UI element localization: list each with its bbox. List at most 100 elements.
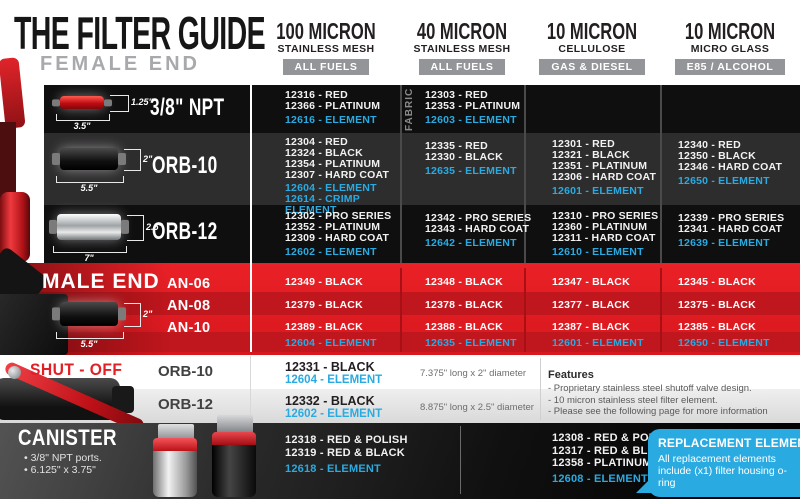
part-number: 12377 - BLACK	[552, 299, 630, 311]
part-numbers: 12304 - RED 12324 - BLACK 12354 - PLATIN…	[285, 136, 390, 181]
dim-width-label: 5.5"	[80, 339, 98, 349]
element-number: 12602 - ELEMENT	[285, 408, 383, 420]
part-number: 12331 - BLACK	[285, 360, 375, 374]
fuel-badge: ALL FUELS	[418, 59, 506, 75]
row-bg-npt	[44, 85, 800, 133]
features-block: Features - Proprietary stainless steel s…	[548, 369, 788, 418]
page-title: THE FILTER GUIDE	[14, 7, 266, 59]
dim-height-label: 2"	[143, 309, 153, 319]
part-numbers: 12302 - PRO SERIES 12352 - PLATINUM 1230…	[285, 210, 392, 244]
part-number: 12388 - BLACK	[425, 321, 503, 333]
element-numbers: 12618 - ELEMENT	[285, 463, 381, 475]
divider	[660, 85, 662, 263]
replacement-body: All replacement elements include (x1) fi…	[658, 453, 787, 489]
row-label-orb10: ORB-10	[152, 152, 218, 179]
element-number: 12601 - ELEMENT	[552, 337, 644, 349]
row-bg-orb12	[44, 205, 800, 263]
column-header-10-micron-cellulose: 10 MICRON CELLULOSE GAS & DIESEL	[512, 20, 672, 75]
element-numbers: 12635 - ELEMENT	[425, 165, 517, 177]
column-header-100-micron: 100 MICRON STAINLESS MESH ALL FUELS	[246, 20, 406, 75]
parts-cell: 12302 - PRO SERIES 12352 - PLATINUM 1230…	[285, 211, 413, 258]
size-note: 8.875" long x 2.5" diameter	[420, 402, 534, 413]
parts-cell: 12316 - RED 12366 - PLATINUM 12616 - ELE…	[285, 90, 413, 126]
row-label-an06: AN-06	[167, 276, 211, 292]
fuel-badge: GAS & DIESEL	[539, 59, 645, 75]
female-end-heading: FEMALE END	[40, 53, 200, 75]
divider	[400, 85, 402, 263]
row-bg-orb10	[44, 133, 800, 205]
column-media-label: MICRO GLASS	[690, 43, 770, 55]
canister-heading: CANISTER	[18, 425, 117, 450]
element-numbers: 12602 - ELEMENT	[285, 246, 377, 258]
divider	[540, 358, 541, 420]
dim-height-label: 2"	[143, 154, 153, 164]
part-numbers: 12339 - PRO SERIES 12341 - HARD COAT	[678, 212, 785, 235]
element-number: 12635 - ELEMENT	[425, 337, 517, 349]
male-end-heading: MALE END	[42, 270, 160, 293]
part-numbers: 12301 - RED 12321 - BLACK 12351 - PLATIN…	[552, 138, 657, 183]
parts-cell: 12340 - RED 12350 - BLACK 12346 - HARD C…	[678, 140, 800, 187]
part-numbers: 12342 - PRO SERIES 12343 - HARD COAT	[425, 212, 532, 235]
divider	[400, 268, 402, 352]
part-number: 12348 - BLACK	[425, 276, 503, 288]
part-number: 12349 - BLACK	[285, 276, 363, 288]
dim-width-label: 5.5"	[80, 183, 98, 193]
part-number: 12347 - BLACK	[552, 276, 630, 288]
part-numbers: 12310 - PRO SERIES 12360 - PLATINUM 1231…	[552, 210, 659, 244]
part-numbers: 12316 - RED 12366 - PLATINUM	[285, 89, 381, 112]
element-number: 12604 - ELEMENT	[285, 374, 383, 386]
part-numbers: 12335 - RED 12330 - BLACK	[425, 140, 503, 163]
column-micron-label: 10 MICRON	[684, 18, 776, 44]
dim-height-label: 2.5"	[146, 222, 163, 232]
element-numbers: 12604 - ELEMENT 12614 - CRIMP ELEMENT	[285, 182, 377, 216]
parts-cell: 12303 - RED 12353 - PLATINUM 12603 - ELE…	[425, 90, 553, 126]
row-label-orb12: ORB-12	[152, 218, 218, 245]
parts-cell: 12318 - RED & POLISH 12319 - RED & BLACK…	[285, 434, 413, 475]
dim-height-label: 1.25"	[131, 97, 153, 107]
callout-tail	[636, 477, 652, 493]
element-number: 12650 - ELEMENT	[678, 337, 770, 349]
element-number: 12604 - ELEMENT	[285, 337, 377, 349]
part-numbers: 12340 - RED 12350 - BLACK 12346 - HARD C…	[678, 139, 783, 173]
row-label-shutoff-orb10: ORB-10	[158, 363, 214, 380]
element-numbers: 12639 - ELEMENT	[678, 237, 770, 249]
part-number: 12387 - BLACK	[552, 321, 630, 333]
parts-cell: 12310 - PRO SERIES 12360 - PLATINUM 1231…	[552, 211, 680, 258]
divider	[524, 85, 526, 263]
features-list: - Proprietary stainless steel shutoff va…	[548, 383, 768, 418]
divider	[250, 356, 251, 422]
element-numbers: 12642 - ELEMENT	[425, 237, 517, 249]
part-number: 12389 - BLACK	[285, 321, 363, 333]
parts-cell: 12335 - RED 12330 - BLACK 12635 - ELEMEN…	[425, 141, 553, 177]
element-numbers: 12603 - ELEMENT	[425, 114, 517, 126]
element-numbers: 12616 - ELEMENT	[285, 114, 377, 126]
column-media-label: STAINLESS MESH	[413, 43, 511, 55]
fuel-badge: E85 / ALCOHOL	[674, 59, 786, 75]
column-header-40-micron: 40 MICRON STAINLESS MESH ALL FUELS	[382, 20, 542, 75]
size-note: 7.375" long x 2" diameter	[420, 368, 527, 379]
part-numbers: 12318 - RED & POLISH 12319 - RED & BLACK	[285, 434, 408, 459]
part-number: 12375 - BLACK	[678, 299, 756, 311]
parts-cell: 12304 - RED 12324 - BLACK 12354 - PLATIN…	[285, 137, 413, 216]
row-label-an08: AN-08	[167, 298, 211, 314]
element-numbers: 12608 - ELEMENT	[552, 472, 648, 485]
fuel-badge: ALL FUELS	[282, 59, 370, 75]
row-label-shutoff-orb12: ORB-12	[158, 396, 214, 413]
divider	[250, 85, 252, 352]
row-label-npt: 3/8" NPT	[150, 94, 225, 121]
parts-cell: 12342 - PRO SERIES 12343 - HARD COAT 126…	[425, 213, 553, 249]
column-micron-label: 100 MICRON	[276, 18, 376, 44]
divider	[660, 268, 662, 352]
row-label-an10: AN-10	[167, 320, 211, 336]
divider	[524, 268, 526, 352]
canister-bullets: • 3/8" NPT ports. • 6.125" x 3.75"	[24, 452, 102, 476]
part-number: 12379 - BLACK	[285, 299, 363, 311]
element-numbers: 12610 - ELEMENT	[552, 246, 644, 258]
column-micron-label: 40 MICRON	[416, 18, 508, 44]
part-number: 12345 - BLACK	[678, 276, 756, 288]
element-numbers: 12601 - ELEMENT	[552, 185, 644, 197]
column-media-label: STAINLESS MESH	[277, 43, 375, 55]
